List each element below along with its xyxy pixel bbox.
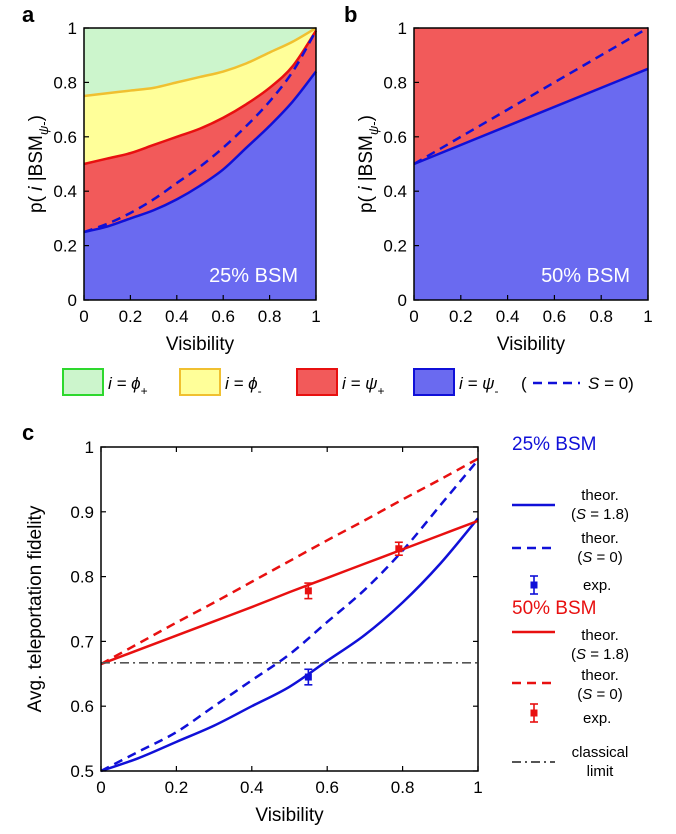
legend-label-psi-minus: i = ψ- — [459, 374, 499, 398]
legend-c-red-marker — [530, 703, 538, 723]
plot-frame — [100, 446, 479, 772]
legend-swatch-psi-minus — [413, 368, 455, 396]
legend-c-red-solid-theor: theor. — [581, 627, 619, 644]
legend-c-blue-exp: exp. — [583, 577, 611, 594]
x-tick-label: 1 — [311, 307, 320, 326]
legend-dashed-open: ( — [521, 374, 527, 393]
y-tick-label: 0.5 — [70, 762, 94, 781]
x-tick-label: 0.2 — [165, 778, 189, 797]
panel-a-plot: 0 0.2 0.4 0.6 0.8 1 0 0.2 0.4 0.6 0.8 1 Visibility p(… — [26, 19, 321, 355]
boundary-line-0 — [413, 67, 649, 166]
boundary-line-2 — [83, 26, 317, 98]
legend-c-group1-title: 25% BSM — [512, 434, 596, 455]
data-point — [395, 545, 403, 553]
x-tick-label: 0.8 — [391, 778, 415, 797]
panel-c-plot: 0 0.2 0.4 0.6 0.8 1 0.5 0.6 0.7 0.8 0.9 1 Visibility… — [25, 438, 483, 826]
x-axis-label: Visibility — [255, 805, 324, 826]
y-tick-label: 1 — [68, 19, 77, 38]
y-tick-label: 1 — [85, 438, 94, 457]
y-tick-label: 0.2 — [383, 237, 407, 256]
y-axis-label: p( i |BSMψ-) — [26, 115, 51, 213]
plot-background — [101, 447, 478, 771]
plot-frame — [413, 27, 649, 301]
y-tick-label: 0 — [68, 291, 77, 310]
x-tick-label: 1 — [473, 778, 482, 797]
x-tick-label: 0.4 — [240, 778, 264, 797]
y-tick-label: 1 — [398, 19, 407, 38]
legend-c-group2-title: 50% BSM — [512, 598, 596, 619]
x-tick-label: 1 — [643, 307, 652, 326]
series-line-red-solid — [100, 519, 479, 666]
legend-c-blue-solid-theor: theor. — [581, 487, 619, 504]
x-axis-label: Visibility — [497, 334, 566, 355]
series-line-red-dashed — [100, 457, 479, 666]
x-tick-label: 0.2 — [119, 307, 143, 326]
plot-frame — [83, 27, 317, 301]
panel-label-a: a — [22, 2, 35, 27]
legend-c-red-dashed-s: (S = 0) — [577, 686, 622, 703]
legend-swatch-psi-plus — [296, 368, 338, 396]
legend-swatch-phi-minus — [179, 368, 221, 396]
x-tick-label: 0 — [409, 307, 418, 326]
x-tick-label: 0 — [96, 778, 105, 797]
legend-swatch-phi-plus — [62, 368, 104, 396]
y-tick-label: 0.4 — [383, 182, 407, 201]
y-tick-label: 0.8 — [70, 568, 94, 587]
legend-c-classical-label2: limit — [587, 763, 614, 780]
y-tick-label: 0.6 — [53, 128, 77, 147]
legend-dashed-label: S = 0) — [588, 374, 634, 393]
x-tick-label: 0 — [79, 307, 88, 326]
legend-c-blue-marker — [530, 575, 538, 595]
legend-c: 25% BSM theor. (S = 1.8) theor. (S = 0) … — [512, 434, 629, 780]
x-tick-label: 0.8 — [258, 307, 282, 326]
legend-c-blue-dashed-theor: theor. — [581, 530, 619, 547]
y-tick-label: 0.7 — [70, 632, 94, 651]
legend-c-blue-solid-s: (S = 1.8) — [571, 506, 629, 523]
legend-label-phi-plus: i = ϕ+ — [108, 374, 148, 398]
legend-c-classical-label1: classical — [572, 744, 629, 761]
legend-ab: i = ϕ+ i = ϕ- i = ψ+ i = ψ- ( S = 0) — [62, 368, 634, 398]
dashed-s0-line — [413, 26, 649, 166]
y-tick-label: 0 — [398, 291, 407, 310]
x-tick-label: 0.8 — [589, 307, 613, 326]
x-tick-label: 0.6 — [315, 778, 339, 797]
y-axis-label: Avg. teleportation fidelity — [25, 505, 46, 712]
y-tick-label: 0.2 — [53, 237, 77, 256]
boundary-line-0 — [83, 70, 317, 234]
y-tick-label: 0.6 — [70, 697, 94, 716]
legend-c-red-exp: exp. — [583, 710, 611, 727]
y-tick-label: 0.8 — [383, 73, 407, 92]
data-point — [304, 587, 312, 595]
panel-b-plot: 0 0.2 0.4 0.6 0.8 1 0 0.2 0.4 0.6 0.8 1 Visibility p(… — [356, 19, 653, 355]
legend-point — [530, 581, 538, 589]
data-point — [304, 673, 312, 681]
y-axis-label: p( i |BSMψ-) — [356, 115, 381, 213]
legend-label-phi-minus: i = ϕ- — [225, 374, 262, 398]
legend-point — [530, 709, 538, 717]
x-tick-label: 0.6 — [211, 307, 235, 326]
x-tick-label: 0.6 — [543, 307, 567, 326]
bsm-annotation: 25% BSM — [209, 265, 298, 287]
boundary-line-1 — [83, 30, 318, 166]
legend-label-psi-plus: i = ψ+ — [342, 374, 385, 398]
legend-c-red-solid-s: (S = 1.8) — [571, 646, 629, 663]
region-0 — [414, 68, 648, 300]
y-tick-label: 0.4 — [53, 182, 77, 201]
x-tick-label: 0.2 — [449, 307, 473, 326]
panel-label-b: b — [344, 2, 357, 27]
x-axis-label: Visibility — [166, 334, 235, 355]
series-line-blue-dashed — [100, 459, 479, 773]
x-tick-label: 0.4 — [165, 307, 189, 326]
panel-label-c: c — [22, 420, 34, 445]
x-tick-label: 0.4 — [496, 307, 520, 326]
bsm-annotation: 50% BSM — [541, 265, 630, 287]
series-line-blue-solid — [100, 517, 479, 773]
y-tick-label: 0.8 — [53, 73, 77, 92]
legend-c-red-dashed-theor: theor. — [581, 667, 619, 684]
y-tick-label: 0.6 — [383, 128, 407, 147]
y-tick-label: 0.9 — [70, 503, 94, 522]
legend-c-blue-dashed-s: (S = 0) — [577, 549, 622, 566]
